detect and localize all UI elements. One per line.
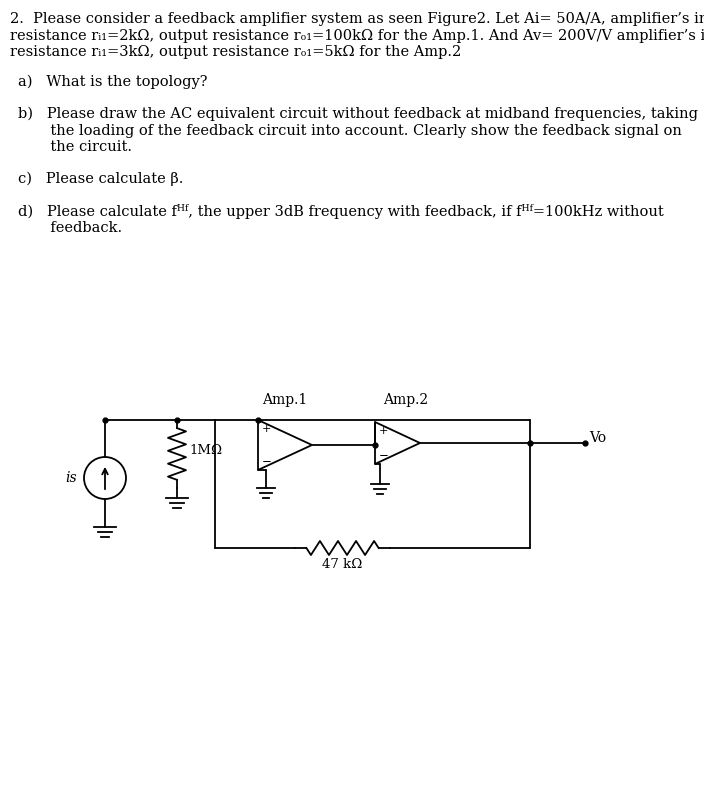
Text: the circuit.: the circuit. bbox=[18, 140, 132, 154]
Text: resistance rᵢ₁=3kΩ, output resistance rₒ₁=5kΩ for the Amp.2: resistance rᵢ₁=3kΩ, output resistance rₒ… bbox=[10, 45, 461, 59]
Text: +: + bbox=[379, 426, 389, 436]
Text: 2.  Please consider a feedback amplifier system as seen Figure2. Let Ai= 50A/A, : 2. Please consider a feedback amplifier … bbox=[10, 12, 704, 26]
Text: a)   What is the topology?: a) What is the topology? bbox=[18, 75, 208, 89]
Text: c)   Please calculate β.: c) Please calculate β. bbox=[18, 172, 183, 186]
Text: feedback.: feedback. bbox=[18, 221, 122, 234]
Text: d)   Please calculate fᴴᶠ, the upper 3dB frequency with feedback, if fᴴᶠ=100kHz : d) Please calculate fᴴᶠ, the upper 3dB f… bbox=[18, 204, 664, 219]
Text: Amp.1: Amp.1 bbox=[263, 393, 308, 407]
Text: 1MΩ: 1MΩ bbox=[189, 443, 222, 457]
Text: the loading of the feedback circuit into account. Clearly show the feedback sign: the loading of the feedback circuit into… bbox=[18, 124, 682, 138]
Text: −: − bbox=[262, 454, 272, 468]
Text: Vo: Vo bbox=[589, 431, 606, 445]
Text: 47 kΩ: 47 kΩ bbox=[322, 558, 363, 571]
Text: resistance rᵢ₁=2kΩ, output resistance rₒ₁=100kΩ for the Amp.1. And Av= 200V/V am: resistance rᵢ₁=2kΩ, output resistance rₒ… bbox=[10, 29, 704, 42]
Text: Amp.2: Amp.2 bbox=[383, 393, 428, 407]
Text: +: + bbox=[262, 424, 271, 434]
Text: −: − bbox=[379, 449, 389, 461]
Text: b)   Please draw the AC equivalent circuit without feedback at midband frequenci: b) Please draw the AC equivalent circuit… bbox=[18, 107, 698, 121]
Text: is: is bbox=[65, 471, 77, 485]
